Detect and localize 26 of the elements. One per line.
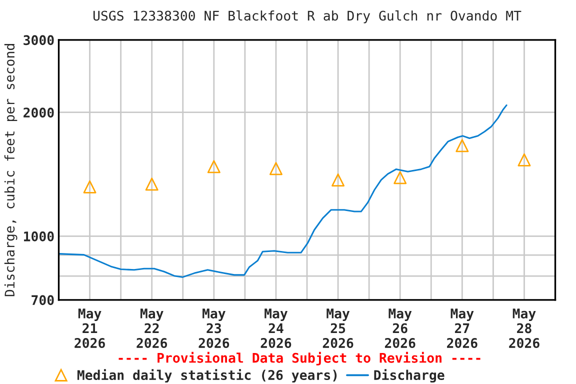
- point: [269, 162, 282, 176]
- x-tick-label: May 21 2026: [74, 308, 105, 348]
- y-axis-title: Discharge, cubic feet per second: [4, 44, 18, 296]
- x-tick-label: May 25 2026: [322, 308, 354, 348]
- point: [518, 153, 531, 166]
- point: [456, 139, 469, 152]
- legend-label: Median daily statistic (26 years): [77, 369, 337, 383]
- legend-label: Discharge: [374, 369, 444, 383]
- y-tick-label: 1000: [24, 231, 54, 242]
- x-tick-label: May 27 2026: [447, 308, 478, 348]
- point: [207, 160, 220, 174]
- x-tick-label: May 22 2026: [136, 308, 168, 348]
- x-tick-label: May 23 2026: [198, 308, 230, 348]
- y-tick-label: 3000: [24, 35, 54, 46]
- point: [394, 171, 407, 184]
- y-tick-label: 2000: [24, 108, 54, 118]
- x-tick-label: May 24 2026: [260, 308, 292, 348]
- line-series: [58, 104, 508, 278]
- x-tick-label: May 26 2026: [384, 308, 416, 348]
- chart-title: USGS 12338300 NF Blackfoot R ab Dry Gulch nr Ovando MT: [93, 10, 522, 24]
- x-tick-label: May 28 2026: [509, 308, 540, 348]
- text: ---- Provisional Data Subject to Revision ----: [118, 352, 480, 366]
- point: [145, 178, 158, 191]
- point: [332, 173, 345, 186]
- point: [83, 180, 96, 194]
- y-tick-label: 700: [32, 295, 54, 306]
